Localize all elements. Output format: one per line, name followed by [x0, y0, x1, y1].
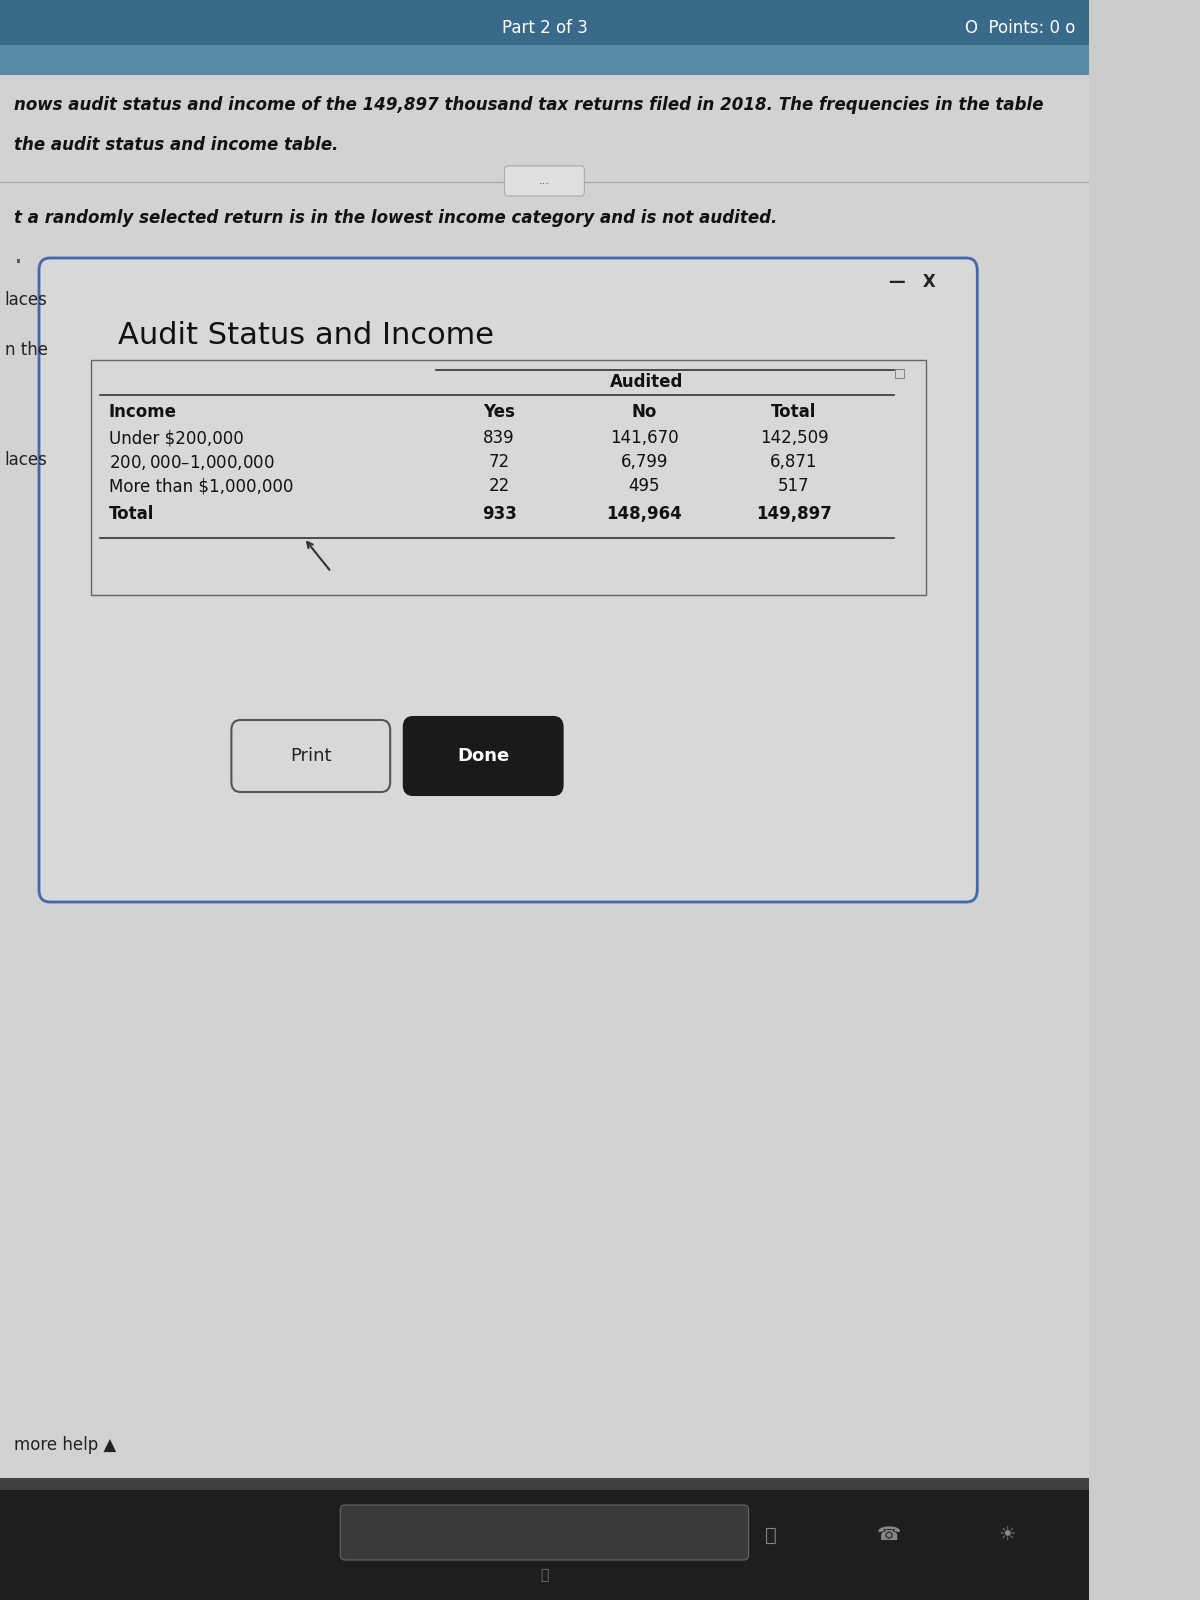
- Text: 495: 495: [629, 477, 660, 494]
- Text: 517: 517: [778, 477, 810, 494]
- FancyBboxPatch shape: [0, 75, 1088, 1600]
- Text: ☀: ☀: [998, 1525, 1016, 1544]
- FancyBboxPatch shape: [403, 717, 563, 795]
- Text: 141,670: 141,670: [610, 429, 678, 446]
- FancyBboxPatch shape: [341, 1506, 749, 1560]
- FancyBboxPatch shape: [40, 258, 977, 902]
- Text: the audit status and income table.: the audit status and income table.: [13, 136, 338, 154]
- Text: Under $200,000: Under $200,000: [109, 429, 244, 446]
- Text: More than $1,000,000: More than $1,000,000: [109, 477, 293, 494]
- Text: ⬛: ⬛: [540, 1568, 548, 1582]
- Text: more help ▲: more help ▲: [13, 1437, 116, 1454]
- Text: n the: n the: [5, 341, 48, 358]
- Text: 72: 72: [488, 453, 510, 470]
- Text: 148,964: 148,964: [606, 506, 682, 523]
- Text: Audit Status and Income: Audit Status and Income: [118, 320, 494, 349]
- FancyBboxPatch shape: [91, 360, 925, 595]
- Text: No: No: [631, 403, 656, 421]
- Text: 142,509: 142,509: [760, 429, 828, 446]
- FancyBboxPatch shape: [0, 1480, 1088, 1600]
- Text: Audited: Audited: [610, 373, 683, 390]
- FancyBboxPatch shape: [504, 166, 584, 195]
- FancyBboxPatch shape: [0, 45, 1088, 75]
- Text: 6,871: 6,871: [770, 453, 817, 470]
- Text: .: .: [13, 242, 23, 269]
- FancyBboxPatch shape: [0, 1478, 1088, 1490]
- Text: $200,000–$1,000,000: $200,000–$1,000,000: [109, 453, 275, 472]
- FancyBboxPatch shape: [232, 720, 390, 792]
- Text: t a randomly selected return is in the lowest income category and is not audited: t a randomly selected return is in the l…: [13, 210, 776, 227]
- Text: 149,897: 149,897: [756, 506, 832, 523]
- Text: Income: Income: [109, 403, 176, 421]
- FancyBboxPatch shape: [0, 0, 1088, 45]
- Text: Part 2 of 3: Part 2 of 3: [502, 19, 587, 37]
- Text: Total: Total: [772, 403, 817, 421]
- Text: 22: 22: [488, 477, 510, 494]
- Text: Yes: Yes: [484, 403, 515, 421]
- Text: Total: Total: [109, 506, 155, 523]
- Text: Done: Done: [457, 747, 510, 765]
- Text: 933: 933: [481, 506, 516, 523]
- Text: laces: laces: [5, 451, 48, 469]
- Text: ⬜: ⬜: [766, 1525, 778, 1544]
- Text: Print: Print: [290, 747, 332, 765]
- Text: ☎: ☎: [877, 1525, 901, 1544]
- Text: laces: laces: [5, 291, 48, 309]
- Text: 839: 839: [484, 429, 515, 446]
- Text: 6,799: 6,799: [620, 453, 668, 470]
- Text: □: □: [894, 366, 906, 379]
- Text: nows audit status and income of the 149,897 thousand tax returns filed in 2018. : nows audit status and income of the 149,…: [13, 96, 1043, 114]
- Text: —   X: — X: [889, 274, 936, 291]
- Text: O  Points: 0 o: O Points: 0 o: [965, 19, 1075, 37]
- Text: ...: ...: [539, 176, 550, 186]
